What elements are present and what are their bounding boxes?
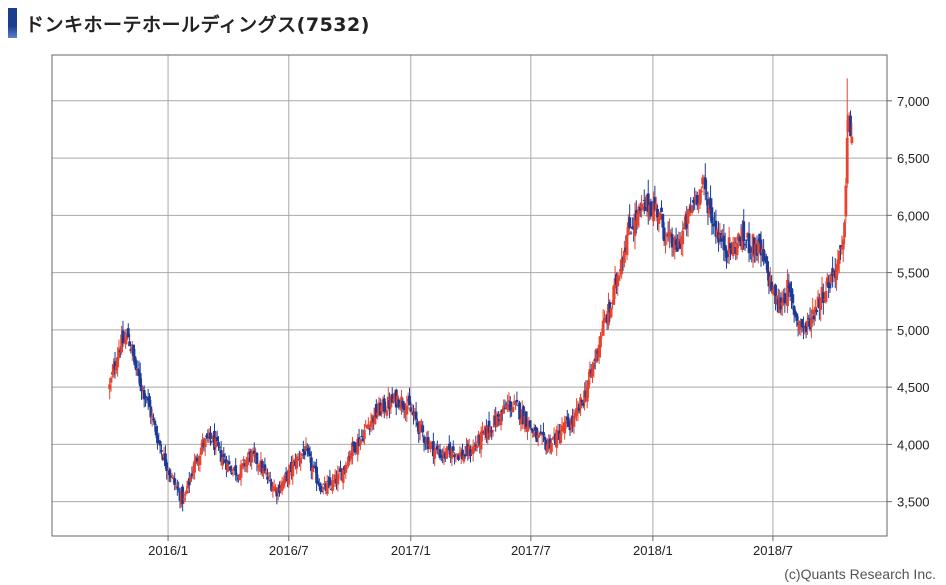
candle-body — [217, 442, 220, 446]
y-tick-label: 3,500 — [897, 495, 930, 510]
candle-body — [843, 222, 846, 237]
candle-body — [110, 378, 113, 382]
x-tick-label: 2018/7 — [753, 543, 793, 558]
candle-body — [700, 191, 703, 193]
candle-body — [204, 438, 207, 447]
y-tick-label: 5,000 — [897, 323, 930, 338]
candle-body — [659, 212, 662, 219]
candle-body — [246, 458, 249, 465]
candle-body — [512, 407, 515, 412]
copyright-credit: (c)Quants Research Inc. — [784, 566, 936, 582]
y-tick-label: 6,500 — [897, 151, 930, 166]
candle-body — [184, 494, 187, 495]
candle-body — [171, 475, 174, 476]
candle-body — [742, 221, 745, 241]
candle-body — [346, 467, 349, 468]
candle-body — [492, 430, 495, 431]
candle-body — [328, 477, 331, 485]
candle-body — [452, 446, 455, 450]
candle-body — [415, 412, 418, 420]
candle-body — [815, 310, 818, 312]
candle-body — [550, 443, 553, 452]
candle-body — [228, 461, 231, 464]
y-tick-label: 4,000 — [897, 437, 930, 452]
candle-body — [825, 291, 828, 302]
candle-body — [681, 231, 684, 245]
candle-body — [844, 186, 847, 217]
candle-body — [660, 208, 663, 212]
candle-body — [386, 411, 389, 416]
candle-body — [628, 217, 631, 228]
x-tick-label: 2017/1 — [391, 543, 431, 558]
candle-body — [850, 137, 853, 143]
candle-body — [160, 450, 163, 452]
candle-body — [518, 402, 521, 419]
y-tick-label: 7,000 — [897, 94, 930, 109]
candle-body — [846, 138, 849, 184]
y-tick-label: 6,000 — [897, 208, 930, 223]
candle-body — [209, 433, 212, 439]
plot-frame — [52, 55, 887, 536]
candle-body — [299, 458, 302, 464]
x-tick-label: 2017/7 — [511, 543, 551, 558]
candle-body — [363, 430, 366, 439]
candle-body — [626, 235, 629, 255]
x-tick-label: 2016/7 — [269, 543, 309, 558]
candle-body — [791, 294, 794, 303]
candle-body — [529, 420, 532, 427]
candle-body — [610, 308, 613, 317]
x-tick-label: 2016/1 — [148, 543, 188, 558]
x-tick-label: 2018/1 — [633, 543, 673, 558]
candle-body — [516, 400, 519, 402]
candle-body — [421, 425, 424, 432]
y-tick-label: 4,500 — [897, 380, 930, 395]
candle-body — [256, 453, 259, 464]
candle-body — [766, 261, 769, 273]
candle-body — [630, 233, 633, 234]
y-tick-label: 5,500 — [897, 266, 930, 281]
candle-body — [359, 439, 362, 445]
candle-body — [538, 435, 541, 436]
candle-body — [144, 396, 147, 399]
candle-body — [198, 456, 201, 465]
